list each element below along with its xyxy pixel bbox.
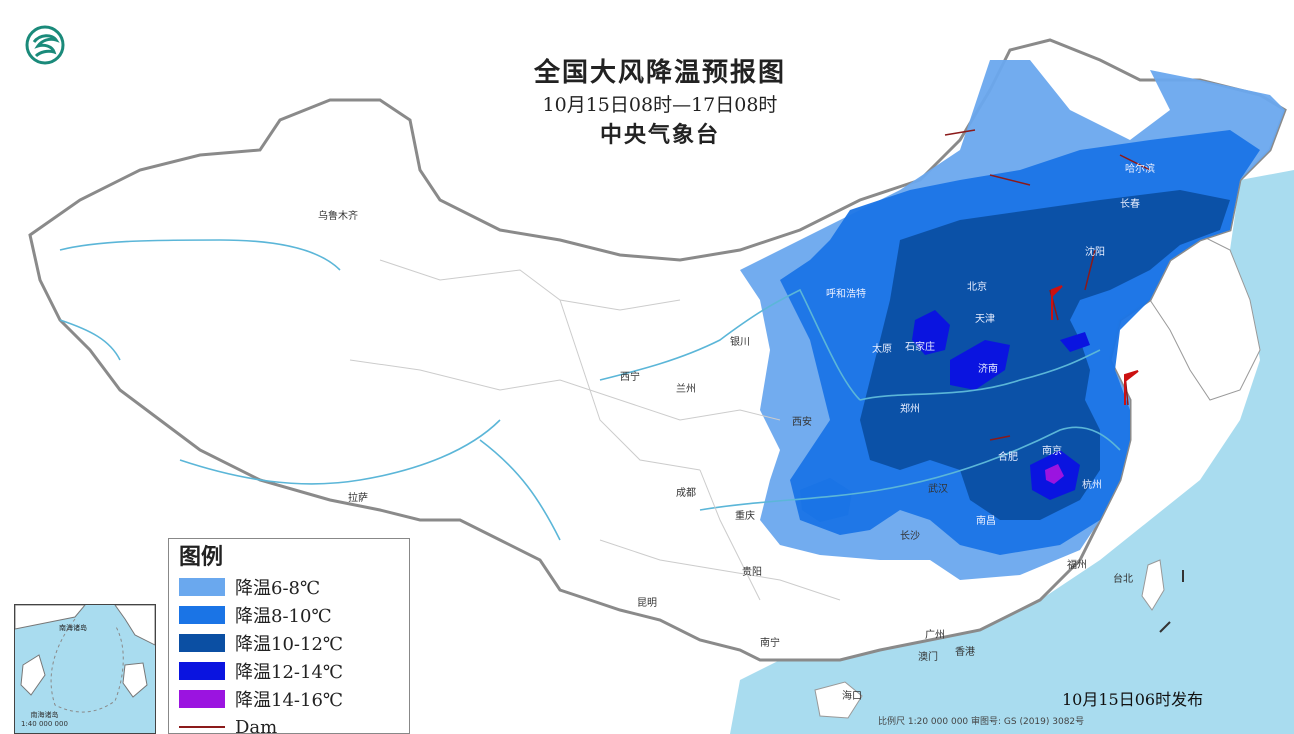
sea-markers xyxy=(1159,570,1184,633)
legend-swatch xyxy=(179,662,225,680)
cma-logo-icon xyxy=(25,25,65,65)
city-label-changsha: 长沙 xyxy=(900,531,920,542)
city-label-xian: 西安 xyxy=(792,417,812,428)
zone-cooling-8-10-west xyxy=(800,478,852,522)
zone-cooling-12-14-d xyxy=(1060,332,1090,352)
map-period: 10月15日08时—17日08时 xyxy=(542,94,778,116)
rivers xyxy=(59,239,1121,541)
city-label-hefei: 合肥 xyxy=(998,452,1018,463)
map-title: 全国大风降温预报图 xyxy=(533,58,786,88)
publish-note: 10月15日06时发布 xyxy=(1062,690,1204,709)
city-label-nanchang: 南昌 xyxy=(976,516,996,527)
city-label-kunming: 昆明 xyxy=(637,598,657,609)
legend-item: 降温10-12℃ xyxy=(179,629,399,657)
inset-caption-line1: 南海诸岛 xyxy=(30,711,59,719)
city-label-beijing: 北京 xyxy=(967,282,987,293)
city-label-nanning: 南宁 xyxy=(760,638,780,649)
city-label-lanzhou: 兰州 xyxy=(676,384,696,395)
city-label-shijiazhuang: 石家庄 xyxy=(905,342,935,353)
city-label-chongqing: 重庆 xyxy=(735,511,755,522)
city-label-lhasa: 拉萨 xyxy=(348,493,368,504)
legend-swatch xyxy=(179,690,225,708)
city-label-harbin: 哈尔滨 xyxy=(1125,164,1155,175)
city-label-tianjin: 天津 xyxy=(975,314,995,325)
legend-item: 降温8-10℃ xyxy=(179,601,399,629)
hainan-land xyxy=(814,681,863,719)
city-label-wuhan: 武汉 xyxy=(928,484,948,495)
legend-label: 降温12-14℃ xyxy=(235,662,344,683)
zone-cooling-10-12 xyxy=(860,190,1230,520)
south-china-sea-inset: 南海诸岛 南海诸岛 1:40 000 000 xyxy=(14,604,156,734)
taiwan-land xyxy=(1141,559,1165,611)
legend-label: 降温8-10℃ xyxy=(235,606,332,627)
legend-title: 图例 xyxy=(179,545,224,570)
city-label-macau: 澳门 xyxy=(918,652,938,663)
city-label-changchun: 长春 xyxy=(1120,199,1140,210)
province-borders xyxy=(349,259,841,601)
city-label-jinan: 济南 xyxy=(978,364,998,375)
city-label-fuzhou: 福州 xyxy=(1067,560,1087,571)
inset-caption-line2: 1:40 000 000 xyxy=(21,720,68,728)
legend: 图例 降温6-8℃ 降温8-10℃ 降温10-12℃ 降温12-14℃ 降温14… xyxy=(168,538,410,734)
korea-land xyxy=(1149,229,1261,401)
dam-line-swatch xyxy=(179,726,225,728)
city-label-guangzhou: 广州 xyxy=(925,630,945,641)
legend-label: 降温6-8℃ xyxy=(235,578,321,599)
city-label-haikou: 海口 xyxy=(842,691,862,702)
city-label-nanjing: 南京 xyxy=(1042,446,1062,457)
inset-map xyxy=(15,605,155,713)
city-label-zhengzhou: 郑州 xyxy=(900,404,920,415)
city-label-taipei: 台北 xyxy=(1113,574,1133,585)
city-label-hongkong: 香港 xyxy=(955,647,975,658)
city-label-guiyang: 贵阳 xyxy=(742,567,762,578)
legend-swatch xyxy=(179,606,225,624)
legend-swatch xyxy=(179,634,225,652)
legend-label: 降温14-16℃ xyxy=(235,690,344,711)
map-title-block: 全国大风降温预报图 10月15日08时—17日08时 中央气象台 xyxy=(440,56,880,152)
legend-label: 降温10-12℃ xyxy=(235,634,344,655)
map-issuer: 中央气象台 xyxy=(599,123,720,148)
inset-caption: 南海诸岛 1:40 000 000 xyxy=(21,711,68,729)
zone-cooling-12-14-a xyxy=(912,310,950,355)
legend-item-dam: Dam xyxy=(179,713,399,734)
wind-flags xyxy=(1051,285,1139,405)
city-label-xining: 西宁 xyxy=(620,372,640,383)
zone-cooling-12-14-b xyxy=(950,340,1010,390)
zone-cooling-14-16 xyxy=(1045,464,1064,484)
city-label-chengdu: 成都 xyxy=(676,488,696,499)
legend-swatch xyxy=(179,578,225,596)
legend-item: 降温12-14℃ xyxy=(179,657,399,685)
legend-item: 降温6-8℃ xyxy=(179,573,399,601)
inset-sea-label: 南海诸岛 xyxy=(59,624,87,632)
city-label-taiyuan: 太原 xyxy=(872,344,892,355)
city-label-hohhot: 呼和浩特 xyxy=(826,289,866,300)
legend-item: 降温14-16℃ xyxy=(179,685,399,713)
city-label-hangzhou: 杭州 xyxy=(1082,480,1102,491)
city-label-yinchuan: 银川 xyxy=(730,337,750,348)
footer-scale-text: 比例尺 1:20 000 000 审图号: GS (2019) 3082号 xyxy=(878,717,1085,727)
city-label-urumqi: 乌鲁木齐 xyxy=(318,211,358,222)
city-label-shenyang: 沈阳 xyxy=(1085,247,1105,258)
legend-label-dam: Dam xyxy=(235,716,278,734)
